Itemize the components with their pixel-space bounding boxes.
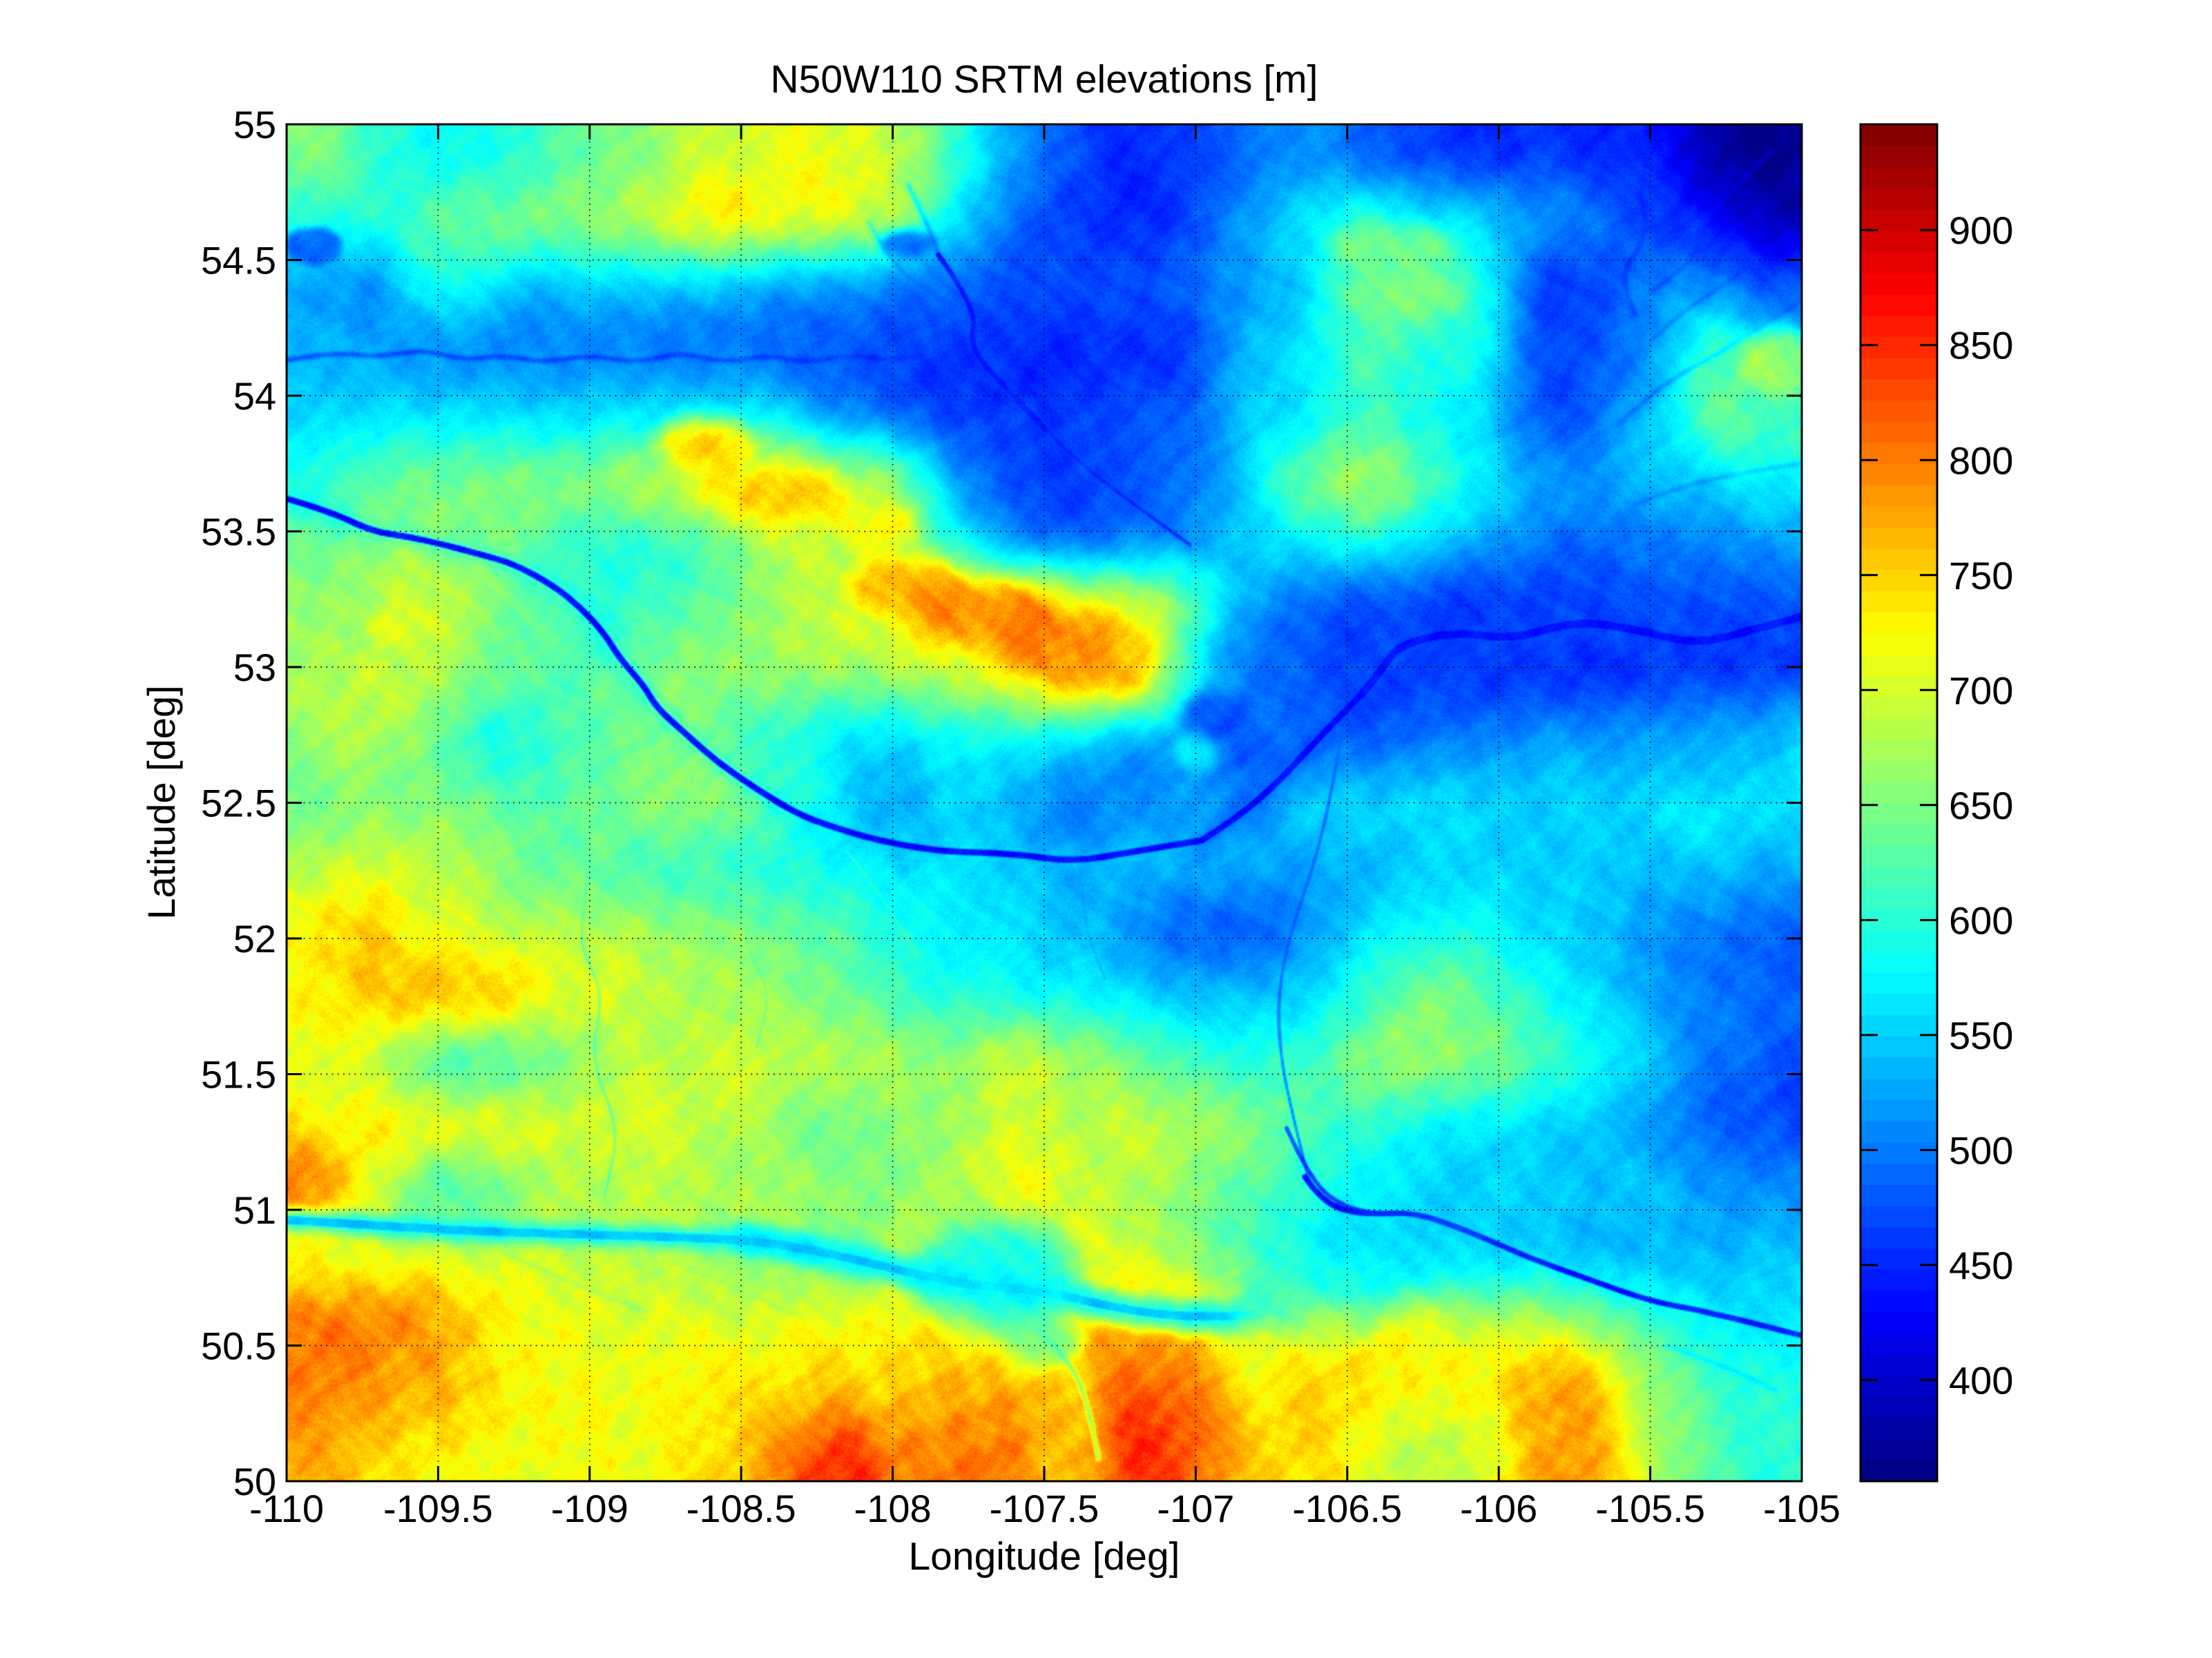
svg-text:-105.5: -105.5 — [1595, 1487, 1705, 1530]
svg-text:450: 450 — [1949, 1244, 2013, 1287]
svg-text:54: 54 — [233, 374, 276, 418]
svg-text:51: 51 — [233, 1188, 276, 1232]
svg-text:-106: -106 — [1460, 1487, 1537, 1530]
svg-text:-108.5: -108.5 — [686, 1487, 796, 1530]
svg-text:50.5: 50.5 — [201, 1324, 276, 1368]
svg-text:Longitude [deg]: Longitude [deg] — [908, 1534, 1180, 1579]
svg-text:53: 53 — [233, 646, 276, 689]
svg-text:600: 600 — [1949, 898, 2013, 942]
svg-text:50: 50 — [233, 1460, 276, 1503]
svg-text:-105: -105 — [1763, 1487, 1840, 1530]
svg-text:-109.5: -109.5 — [383, 1487, 493, 1530]
svg-text:-108: -108 — [854, 1487, 932, 1530]
svg-text:53.5: 53.5 — [201, 510, 276, 554]
svg-text:400: 400 — [1949, 1359, 2013, 1402]
svg-text:500: 500 — [1949, 1128, 2013, 1172]
svg-text:51.5: 51.5 — [201, 1053, 276, 1097]
svg-text:750: 750 — [1949, 554, 2013, 597]
svg-text:Latitude [deg]: Latitude [deg] — [140, 685, 183, 919]
svg-text:55: 55 — [233, 103, 276, 146]
svg-text:550: 550 — [1949, 1014, 2013, 1057]
svg-text:52: 52 — [233, 917, 276, 961]
svg-text:650: 650 — [1949, 784, 2013, 827]
svg-text:-107: -107 — [1157, 1487, 1234, 1530]
svg-text:-107.5: -107.5 — [990, 1487, 1099, 1530]
svg-text:900: 900 — [1949, 209, 2013, 252]
svg-text:-106.5: -106.5 — [1292, 1487, 1402, 1530]
svg-text:52.5: 52.5 — [201, 782, 276, 825]
svg-text:700: 700 — [1949, 668, 2013, 712]
svg-text:N50W110 SRTM elevations [m]: N50W110 SRTM elevations [m] — [770, 57, 1318, 102]
svg-text:-109: -109 — [551, 1487, 628, 1530]
svg-text:800: 800 — [1949, 438, 2013, 482]
svg-text:-110: -110 — [249, 1487, 324, 1530]
svg-text:54.5: 54.5 — [201, 239, 276, 282]
svg-text:850: 850 — [1949, 324, 2013, 367]
